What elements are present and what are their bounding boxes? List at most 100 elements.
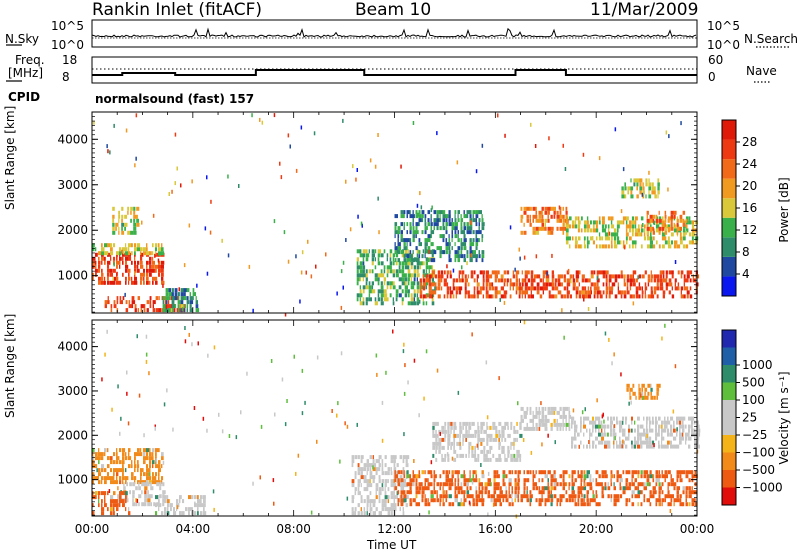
power-sparse-cell <box>470 253 473 258</box>
velocity-cell-r6 <box>453 425 457 430</box>
power-cell-r7 <box>497 270 500 275</box>
velocity-cell-r0 <box>122 456 125 461</box>
power-cell-r6 <box>394 234 396 239</box>
velocity-cell-r5 <box>667 482 671 487</box>
velocity-cell-r0 <box>110 468 112 473</box>
velocity-cell-r5 <box>598 482 602 487</box>
velocity-cell-r5 <box>511 498 513 503</box>
velocity-cell-r5 <box>409 478 413 483</box>
power-cell-r7 <box>518 278 520 283</box>
power-cell-r6 <box>403 226 405 231</box>
power-cell-r7 <box>446 286 450 291</box>
power-cell-r6 <box>421 210 425 215</box>
power-cell-r5 <box>398 293 402 298</box>
velocity-sparse-cell <box>611 361 613 366</box>
power-cell-r9 <box>625 216 629 221</box>
velocity-cell-r5 <box>637 494 640 499</box>
power-cell-r9 <box>616 232 619 237</box>
velocity-cell-r5 <box>472 502 475 507</box>
power-cell-r7 <box>584 290 588 295</box>
power-cell-r5 <box>374 297 377 302</box>
power-cell-r4 <box>162 300 165 305</box>
power-cell-r6 <box>460 218 463 223</box>
power-cell-r6 <box>394 258 397 263</box>
velocity-cell-r8 <box>592 424 595 429</box>
mode-text: normalsound (fast) 157 <box>95 92 255 106</box>
power-cell-r7 <box>515 290 518 295</box>
velocity-cell-r5 <box>457 502 461 507</box>
velocity-cell-r8 <box>592 440 595 445</box>
velocity-cell-r6 <box>492 425 496 430</box>
velocity-cell-r4 <box>390 503 394 508</box>
power-cell-r6 <box>430 230 435 235</box>
power-cell-r5 <box>371 289 376 294</box>
velocity-cell-r5 <box>670 494 674 499</box>
power-cell-r4 <box>180 288 185 293</box>
power-cell-r5 <box>356 265 361 270</box>
power-cell-r6 <box>430 250 434 255</box>
power-cell-r7 <box>557 282 561 287</box>
power-cell-r5 <box>407 269 411 274</box>
velocity-cell-r3 <box>191 507 193 512</box>
velocity-cell-r6 <box>468 429 470 434</box>
power-cell-r9 <box>604 232 609 237</box>
velocity-cell-r8 <box>622 432 626 437</box>
velocity-cell-r4 <box>351 463 354 468</box>
velocity-cell-r6 <box>474 449 476 454</box>
power-cell-r7 <box>455 290 458 295</box>
velocity-cell-r5 <box>493 474 497 479</box>
power-cell-r7 <box>593 290 597 295</box>
velocity-cell-r5 <box>397 498 400 503</box>
velocity-cell-r8 <box>610 424 613 429</box>
velocity-cell-r6 <box>477 457 480 462</box>
power-cell-r3 <box>119 300 123 305</box>
velocity-cell-r6 <box>447 445 449 450</box>
power-cell-r9 <box>592 224 595 229</box>
velocity-cell-r8 <box>667 444 669 449</box>
velocity-cell-r5 <box>436 482 440 487</box>
power-cell-r9 <box>688 220 692 225</box>
power-cell-r10 <box>661 226 665 231</box>
velocity-cell-r7 <box>532 418 534 423</box>
power-cell-r2 <box>133 222 137 227</box>
velocity-cell-r4 <box>378 491 382 496</box>
velocity-cell-r5 <box>475 478 478 483</box>
power-sparse-cell <box>632 301 635 306</box>
power-cell-r1 <box>158 243 160 248</box>
power-cell-r9 <box>613 236 617 241</box>
power-cell-r7 <box>464 286 467 291</box>
velocity-cell-r7 <box>544 422 548 427</box>
power-cell-r5 <box>410 297 414 302</box>
power-cell-r6 <box>463 242 467 247</box>
velocity-cell-r6 <box>465 437 467 442</box>
velocity-cell-r8 <box>697 424 700 429</box>
velocity-cell-r4 <box>402 479 407 484</box>
power-cell-r1 <box>146 251 150 256</box>
power-cell-r3 <box>155 296 159 301</box>
power-cell-r0 <box>125 276 127 281</box>
velocity-cell-r5 <box>679 498 682 503</box>
power-sparse-cell <box>340 305 343 310</box>
power-cell-r1 <box>134 251 136 256</box>
velocity-cell-r0 <box>149 472 151 477</box>
power-cell-r10 <box>673 222 675 227</box>
power-cell-r1 <box>95 247 97 252</box>
velocity-cell-r8 <box>679 420 682 425</box>
power-cell-r7 <box>575 286 579 291</box>
velocity-cell-r6 <box>453 449 457 454</box>
velocity-cell-r4 <box>381 467 384 472</box>
power-cell-r6 <box>448 214 451 219</box>
power-cell-r5 <box>413 289 416 294</box>
velocity-cell-r0 <box>95 456 99 461</box>
power-cell-r7 <box>527 270 530 275</box>
power-sparse-cell <box>122 250 125 255</box>
velocity-cell-r5 <box>601 490 604 495</box>
velocity-cell-r5 <box>469 474 471 479</box>
power-cell-r6 <box>433 222 437 227</box>
velocity-cell-r3 <box>197 511 199 516</box>
power-cell-r7 <box>605 274 608 279</box>
velocity-cell-r5 <box>433 486 435 491</box>
velocity-cell-r6 <box>441 445 445 450</box>
velocity-cell-r5 <box>571 470 575 475</box>
power-cell-r7 <box>455 278 459 283</box>
